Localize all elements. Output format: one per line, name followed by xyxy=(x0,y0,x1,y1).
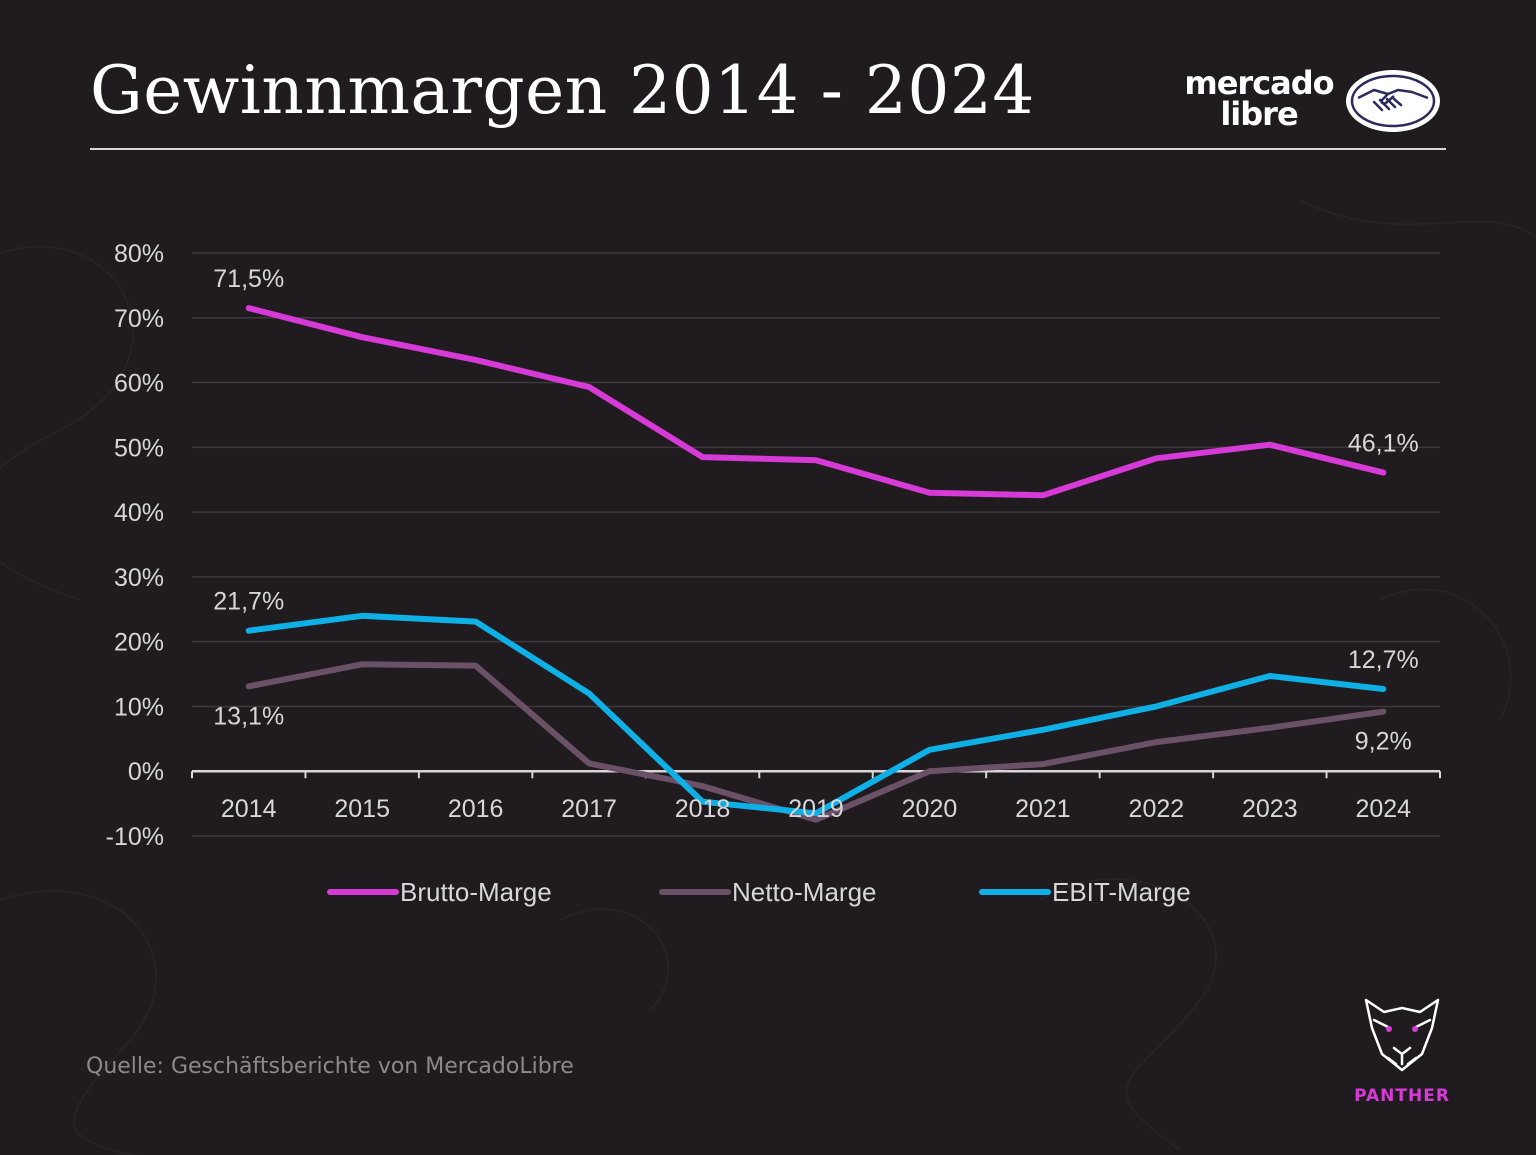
y-tick-label: 50% xyxy=(114,434,164,462)
x-tick-label: 2024 xyxy=(1355,795,1411,823)
legend-label: Brutto-Marge xyxy=(400,877,552,907)
x-tick-label: 2021 xyxy=(1015,795,1071,823)
data-label: 21,7% xyxy=(213,588,284,616)
title-divider xyxy=(90,148,1446,150)
data-label: 46,1% xyxy=(1348,430,1419,458)
x-tick-label: 2015 xyxy=(334,795,390,823)
y-tick-label: 80% xyxy=(114,240,164,268)
series-line-ebit-marge xyxy=(245,612,1387,817)
y-tick-label: 30% xyxy=(114,564,164,592)
x-tick-label: 2022 xyxy=(1129,795,1185,823)
y-tick-label: 20% xyxy=(114,629,164,657)
x-tick-label: 2020 xyxy=(902,795,958,823)
brand-logo-text: mercado libre xyxy=(1184,64,1334,133)
series-line-netto-marge xyxy=(245,661,1387,823)
y-tick-label: -10% xyxy=(106,823,164,851)
x-tick-label: 2014 xyxy=(221,795,277,823)
x-tick-label: 2019 xyxy=(788,795,844,823)
source-note: Quelle: Geschäftsberichte von MercadoLib… xyxy=(86,1054,574,1079)
y-tick-label: 0% xyxy=(128,758,164,786)
handshake-icon xyxy=(1346,70,1440,132)
y-tick-label: 10% xyxy=(114,693,164,721)
x-tick-label: 2016 xyxy=(448,795,504,823)
page-title: Gewinnmargen 2014 - 2024 xyxy=(90,52,1035,129)
y-tick-label: 60% xyxy=(114,370,164,398)
x-tick-label: 2017 xyxy=(561,795,617,823)
y-tick-label: 40% xyxy=(114,499,164,527)
panther-brand-label: PANTHER xyxy=(1354,1086,1450,1106)
legend-label: EBIT-Marge xyxy=(1052,877,1191,907)
y-tick-label: 70% xyxy=(114,305,164,333)
data-label: 13,1% xyxy=(213,702,284,730)
data-label: 12,7% xyxy=(1348,646,1419,674)
brand-name-line-2: libre xyxy=(1220,95,1298,133)
brand-name-line-1: mercado xyxy=(1184,64,1334,102)
data-label: 9,2% xyxy=(1355,728,1412,756)
series-line-brutto-marge xyxy=(245,305,1387,499)
x-tick-label: 2023 xyxy=(1242,795,1298,823)
legend-label: Netto-Marge xyxy=(732,877,877,907)
panther-head-icon xyxy=(1364,998,1440,1072)
x-tick-label: 2018 xyxy=(675,795,731,823)
data-label: 71,5% xyxy=(213,265,284,293)
